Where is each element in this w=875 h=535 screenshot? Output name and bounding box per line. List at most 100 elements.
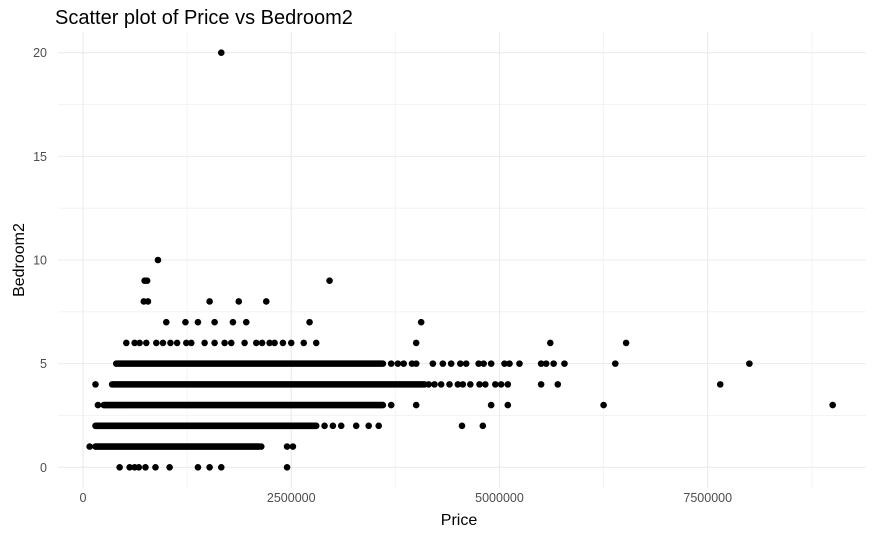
data-point [321, 422, 328, 430]
y-tick-label: 10 [33, 254, 47, 268]
data-point [561, 360, 568, 367]
data-point [242, 318, 250, 326]
data-point [504, 401, 512, 409]
data-point [271, 339, 278, 347]
gridlines [58, 32, 866, 488]
data-point [622, 339, 630, 347]
data-point [131, 339, 138, 347]
data-point [257, 443, 265, 450]
data-point [289, 443, 297, 450]
data-point [537, 381, 545, 388]
data-point [400, 360, 407, 367]
data-point [387, 401, 395, 409]
data-point [459, 381, 467, 388]
data-point [746, 360, 753, 367]
x-tick-label: 7500000 [683, 491, 732, 505]
data-point [287, 339, 295, 347]
data-point [227, 339, 235, 347]
data-point [229, 318, 237, 326]
data-point [506, 360, 513, 367]
data-point [136, 339, 143, 347]
data-point [475, 360, 482, 367]
data-point [252, 339, 260, 347]
data-point [476, 381, 483, 388]
data-point [412, 339, 420, 347]
data-point [375, 422, 383, 430]
y-axis-ticks: 0 5 10 15 20 [33, 46, 47, 475]
data-point [425, 381, 432, 388]
data-point [266, 339, 273, 347]
data-point [194, 318, 202, 326]
data-point [143, 277, 151, 285]
data-point [554, 381, 562, 388]
data-point [417, 318, 425, 326]
y-tick-label: 15 [33, 150, 47, 164]
y-tick-label: 20 [33, 46, 47, 60]
data-point [537, 360, 545, 367]
data-point [352, 422, 360, 430]
data-point [439, 360, 447, 367]
chart-title: Scatter plot of Price vs Bedroom2 [55, 7, 353, 29]
x-tick-label: 0 [80, 491, 87, 505]
data-point [480, 360, 487, 367]
y-tick-label: 5 [40, 357, 47, 371]
data-point [279, 339, 287, 347]
data-point [92, 381, 99, 388]
x-tick-label: 2500000 [267, 491, 316, 505]
data-point [447, 360, 455, 367]
data-point [182, 318, 189, 326]
data-point [504, 381, 512, 388]
data-point [306, 318, 313, 326]
data-point [550, 360, 557, 367]
y-tick-label: 0 [40, 461, 47, 475]
data-point [437, 381, 445, 388]
data-point [126, 463, 133, 471]
data-point [716, 381, 724, 388]
data-point [167, 339, 174, 347]
data-point [501, 360, 508, 367]
data-point [394, 360, 402, 367]
data-point [516, 360, 523, 367]
data-point [487, 401, 495, 409]
data-point [429, 360, 437, 367]
data-point [542, 360, 550, 367]
data-point [166, 463, 173, 471]
data-point [116, 463, 123, 471]
data-point [94, 401, 102, 409]
data-point [154, 256, 162, 264]
data-point [458, 422, 466, 430]
data-point [454, 381, 462, 388]
data-point [387, 360, 395, 367]
data-point [326, 277, 333, 285]
data-point [152, 339, 160, 347]
data-point [206, 463, 213, 471]
data-point [235, 298, 243, 305]
data-point [258, 339, 266, 347]
data-point [159, 339, 167, 347]
data-point [201, 339, 208, 347]
y-axis-title: Bedroom2 [11, 223, 28, 297]
x-axis-title: Price [441, 512, 478, 529]
data-point [187, 339, 195, 347]
data-point [462, 360, 470, 367]
data-point [337, 422, 345, 430]
data-point [162, 318, 170, 326]
data-point [312, 339, 320, 347]
data-point [173, 339, 181, 347]
data-point [546, 339, 554, 347]
data-point [211, 318, 218, 326]
data-point [206, 298, 213, 305]
data-point [123, 339, 130, 347]
data-point [241, 339, 248, 347]
data-points [86, 49, 836, 471]
data-point [211, 339, 218, 347]
data-point [135, 463, 143, 471]
data-point [600, 401, 607, 409]
data-point [467, 381, 474, 388]
data-point [497, 381, 505, 388]
data-point [152, 463, 159, 471]
data-point [283, 463, 291, 471]
data-point [329, 422, 337, 430]
data-point [365, 422, 373, 430]
